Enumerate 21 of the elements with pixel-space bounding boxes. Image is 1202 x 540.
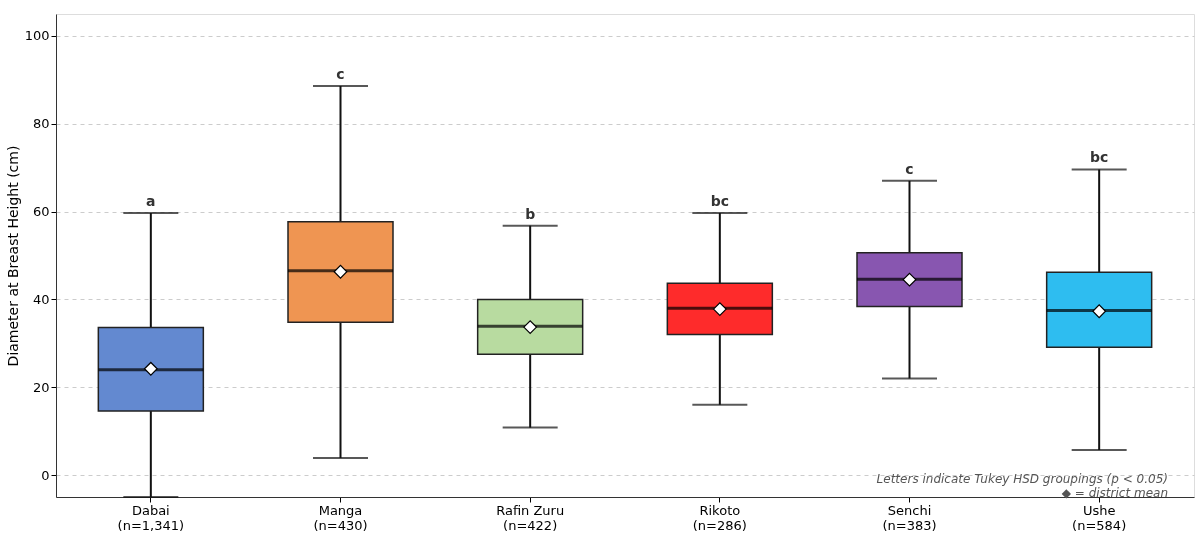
x-tick-label: Senchi (n=383)	[882, 502, 937, 533]
annotation: Letters indicate Tukey HSD groupings (p < 0.05)	[876, 472, 1168, 486]
annotation: a	[146, 192, 156, 209]
x-tick-label: Rafin Zuru (n=422)	[496, 502, 565, 533]
x-tick-label: Dabai (n=1,341)	[117, 502, 185, 533]
y-tick-label: 100	[24, 28, 50, 44]
x-tick-label: Rikoto (n=286)	[692, 502, 747, 533]
y-tick-label: 0	[41, 467, 50, 483]
annotation: bc	[710, 192, 729, 209]
y-tick-label: 20	[32, 379, 50, 395]
annotation: ◆ = district mean	[1061, 486, 1168, 500]
annotation: bc	[1090, 149, 1109, 166]
annotation: c	[905, 160, 914, 177]
y-tick-label: 40	[32, 291, 50, 307]
annotation: c	[336, 66, 345, 83]
x-tick-label: Manga (n=430)	[313, 502, 368, 533]
y-tick-label: 80	[32, 116, 50, 132]
y-tick-label: 60	[32, 204, 50, 220]
annotation: b	[525, 205, 536, 222]
y-axis-title: Diameter at Breast Height (cm)	[4, 145, 21, 367]
x-tick-label: Ushe (n=584)	[1072, 502, 1127, 533]
